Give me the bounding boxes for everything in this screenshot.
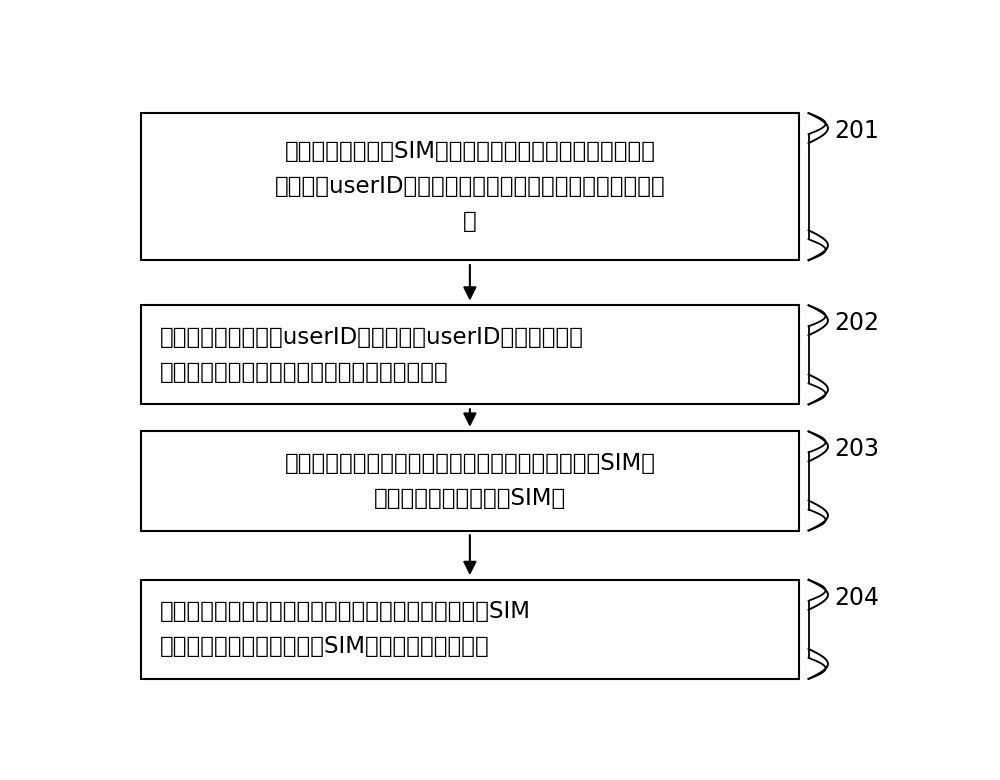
Text: 202: 202 <box>834 311 879 335</box>
FancyBboxPatch shape <box>140 113 799 261</box>
FancyBboxPatch shape <box>140 580 799 679</box>
FancyBboxPatch shape <box>140 431 799 530</box>
Text: 203: 203 <box>834 438 879 462</box>
Text: 201: 201 <box>834 119 879 143</box>
Text: 204: 204 <box>834 586 879 610</box>
Text: 当插入有至少两张SIM卡时，确定目标应用多开组中每个应
用所属的userID，目标应用多开组是指安装的任一应用多开
组: 当插入有至少两张SIM卡时，确定目标应用多开组中每个应 用所属的userID，目… <box>274 140 665 233</box>
FancyBboxPatch shape <box>140 305 799 404</box>
Text: 对于目标应用多开组中的任一应用，当该应用需要获取SIM
卡信息时，从该应用对应的SIM卡中读取对应的信息: 对于目标应用多开组中的任一应用，当该应用需要获取SIM 卡信息时，从该应用对应的… <box>160 601 531 658</box>
Text: 基于每个应用所属的userID，从存储的userID与卡槽标识之
间的对应关系中，获取每个应用对应的卡槽标识: 基于每个应用所属的userID，从存储的userID与卡槽标识之 间的对应关系中… <box>160 326 584 384</box>
Text: 将每个应用对应的卡槽标识所指示的卡槽中所插入的SIM卡
确定为每个应用对应的SIM卡: 将每个应用对应的卡槽标识所指示的卡槽中所插入的SIM卡 确定为每个应用对应的SI… <box>284 452 655 510</box>
